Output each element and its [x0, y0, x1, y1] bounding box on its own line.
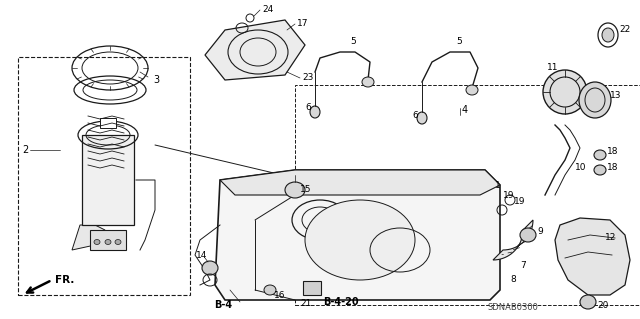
Text: 19: 19	[503, 190, 515, 199]
Text: 14: 14	[196, 251, 207, 261]
Text: 23: 23	[302, 73, 314, 83]
Bar	[303, 281, 321, 295]
Ellipse shape	[310, 106, 320, 118]
Ellipse shape	[115, 240, 121, 244]
Text: 3: 3	[153, 75, 159, 85]
Ellipse shape	[579, 82, 611, 118]
Ellipse shape	[602, 28, 614, 42]
Text: 12: 12	[605, 234, 616, 242]
Ellipse shape	[94, 240, 100, 244]
Bar	[295, 85, 640, 305]
Text: SDNAB0300: SDNAB0300	[488, 303, 539, 313]
Text: 18: 18	[607, 164, 618, 173]
Text: 21: 21	[300, 299, 312, 308]
Ellipse shape	[466, 85, 478, 95]
Ellipse shape	[264, 285, 276, 295]
Polygon shape	[72, 225, 105, 250]
Ellipse shape	[543, 70, 587, 114]
Ellipse shape	[305, 200, 415, 280]
Ellipse shape	[594, 150, 606, 160]
Bar	[82, 135, 134, 225]
Text: 16: 16	[274, 292, 285, 300]
Text: 2: 2	[22, 145, 28, 155]
Bar	[18, 57, 190, 295]
Text: 18: 18	[607, 147, 618, 157]
Polygon shape	[555, 218, 630, 295]
Ellipse shape	[285, 182, 305, 198]
Text: 24: 24	[262, 5, 273, 14]
Text: FR.: FR.	[55, 275, 74, 285]
Ellipse shape	[417, 112, 427, 124]
Bar	[100, 118, 116, 128]
Text: 7: 7	[520, 261, 525, 270]
Text: 11: 11	[547, 63, 559, 72]
Text: 4: 4	[462, 105, 468, 115]
Ellipse shape	[520, 228, 536, 242]
Text: B-4: B-4	[214, 300, 232, 310]
Polygon shape	[220, 170, 500, 195]
Ellipse shape	[594, 165, 606, 175]
Text: B-4-20: B-4-20	[323, 297, 358, 307]
Text: 6: 6	[412, 110, 418, 120]
Text: 10: 10	[575, 164, 586, 173]
Text: 20: 20	[597, 301, 609, 310]
Polygon shape	[215, 170, 500, 300]
Ellipse shape	[202, 261, 218, 275]
Text: 19: 19	[514, 197, 525, 206]
Polygon shape	[205, 20, 305, 80]
Bar	[90, 230, 126, 250]
Text: 1: 1	[495, 181, 500, 189]
Text: 5: 5	[350, 38, 356, 47]
Text: 15: 15	[300, 186, 312, 195]
Ellipse shape	[580, 295, 596, 309]
Ellipse shape	[105, 240, 111, 244]
Polygon shape	[493, 220, 533, 260]
Text: 17: 17	[297, 19, 308, 28]
Ellipse shape	[362, 77, 374, 87]
Text: 5: 5	[456, 38, 461, 47]
Text: 22: 22	[619, 26, 630, 34]
Text: 13: 13	[610, 91, 621, 100]
Text: 6: 6	[305, 102, 311, 112]
Text: 8: 8	[510, 276, 516, 285]
Text: 9: 9	[537, 227, 543, 236]
